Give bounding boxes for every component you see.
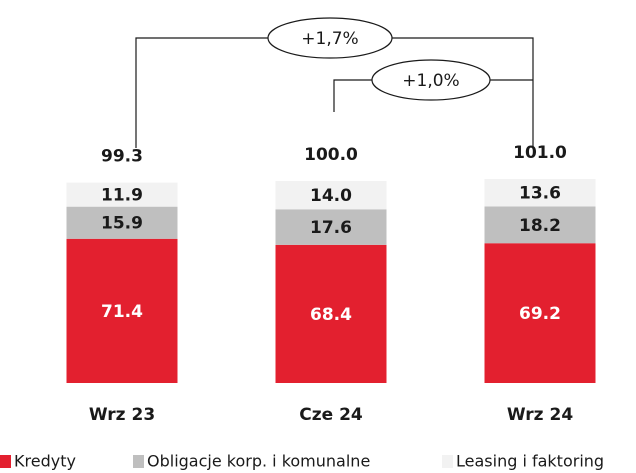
legend-label: Kredyty — [14, 452, 76, 471]
legend-swatch — [0, 455, 11, 468]
annotation-oval — [371, 59, 491, 101]
legend-label: Leasing i faktoring — [456, 452, 604, 471]
legend-label: Obligacje korp. i komunalne — [147, 452, 370, 471]
annotation: +1,7% — [301, 29, 358, 49]
data-label: 69.2 — [519, 304, 561, 324]
legend-swatch — [442, 455, 453, 468]
total-label: 99.3 — [101, 147, 143, 167]
data-label: 11.9 — [101, 186, 143, 206]
x-tick-label: Wrz 24 — [507, 405, 573, 425]
data-label: 13.6 — [519, 184, 561, 204]
annotation-oval — [267, 17, 393, 59]
bar-segment — [66, 182, 178, 207]
total-label: 100.0 — [304, 145, 358, 165]
bar-segment — [66, 238, 178, 383]
total-label: 101.0 — [513, 143, 567, 163]
x-tick-label: Wrz 23 — [89, 405, 155, 425]
bar-segment — [484, 243, 596, 383]
data-label: 14.0 — [310, 186, 352, 206]
bar-segment — [484, 206, 596, 244]
bracket — [333, 79, 372, 112]
bar-segment — [275, 244, 387, 383]
data-label: 15.9 — [101, 214, 143, 234]
bar-segment — [275, 181, 387, 210]
bar-segment — [66, 206, 178, 239]
annotation: +1,0% — [402, 71, 459, 91]
data-label: 18.2 — [519, 216, 561, 236]
legend-swatch — [133, 455, 144, 468]
bracket — [392, 37, 534, 148]
bar-segment — [484, 178, 596, 207]
bracket — [135, 37, 268, 148]
bar-segment — [275, 209, 387, 245]
data-label: 68.4 — [310, 305, 352, 325]
brackets — [135, 17, 534, 148]
x-tick-label: Cze 24 — [299, 405, 363, 425]
data-label: 71.4 — [101, 302, 143, 322]
data-label: 17.6 — [310, 218, 352, 238]
